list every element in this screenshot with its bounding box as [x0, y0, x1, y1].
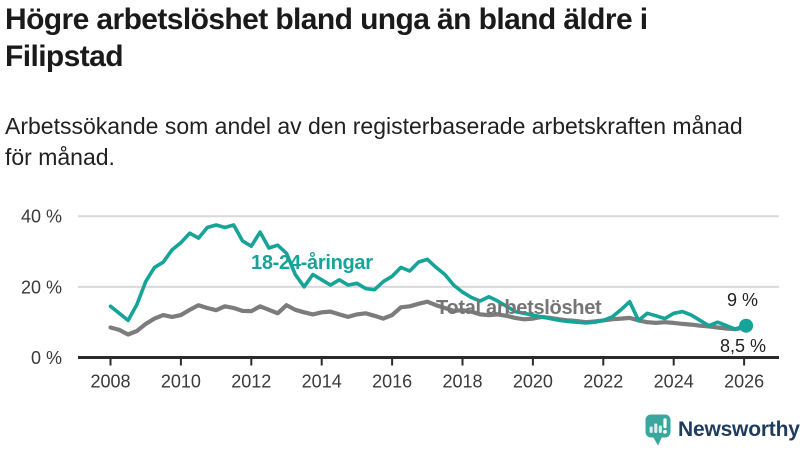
page-title: Högre arbetslöshet bland unga än bland ä… [5, 3, 648, 73]
x-tick-label: 2010 [161, 372, 201, 392]
y-tick-label: 40 % [21, 207, 62, 227]
newsworthy-logo[interactable]: Newsworthy [645, 413, 800, 447]
bar-chart-speech-bubble-icon [645, 414, 671, 446]
end-value-label-total: 8,5 % [719, 336, 766, 356]
x-tick-label: 2018 [442, 372, 482, 392]
x-tick-label: 2020 [513, 372, 553, 392]
x-tick-label: 2008 [90, 372, 130, 392]
unemployment-line-chart: 0 % 20 % 40 % 2008 2010 2012 2014 2016 2018 2020 2… [21, 207, 779, 392]
x-tick-label: 2022 [583, 372, 623, 392]
x-tick-label: 2016 [372, 372, 412, 392]
page-subtitle: Arbetssökande som andel av den registerb… [5, 113, 743, 170]
end-value-label-youth: 9 % [726, 290, 758, 310]
series-label-youth: 18-24-åringar [251, 252, 373, 274]
series-line-youth [108, 223, 746, 331]
series-end-dot-youth [739, 318, 754, 333]
logo-text: Newsworthy [678, 418, 800, 441]
x-tick-label: 2012 [231, 372, 271, 392]
x-tick-label: 2014 [302, 372, 342, 392]
series-line-total [108, 299, 752, 337]
x-tick-label: 2026 [724, 372, 764, 392]
x-tick-label: 2024 [654, 372, 694, 392]
y-tick-label: 20 % [21, 277, 62, 297]
series-label-total: Total arbetslöshet [436, 297, 602, 319]
y-tick-label: 0 % [31, 348, 62, 368]
